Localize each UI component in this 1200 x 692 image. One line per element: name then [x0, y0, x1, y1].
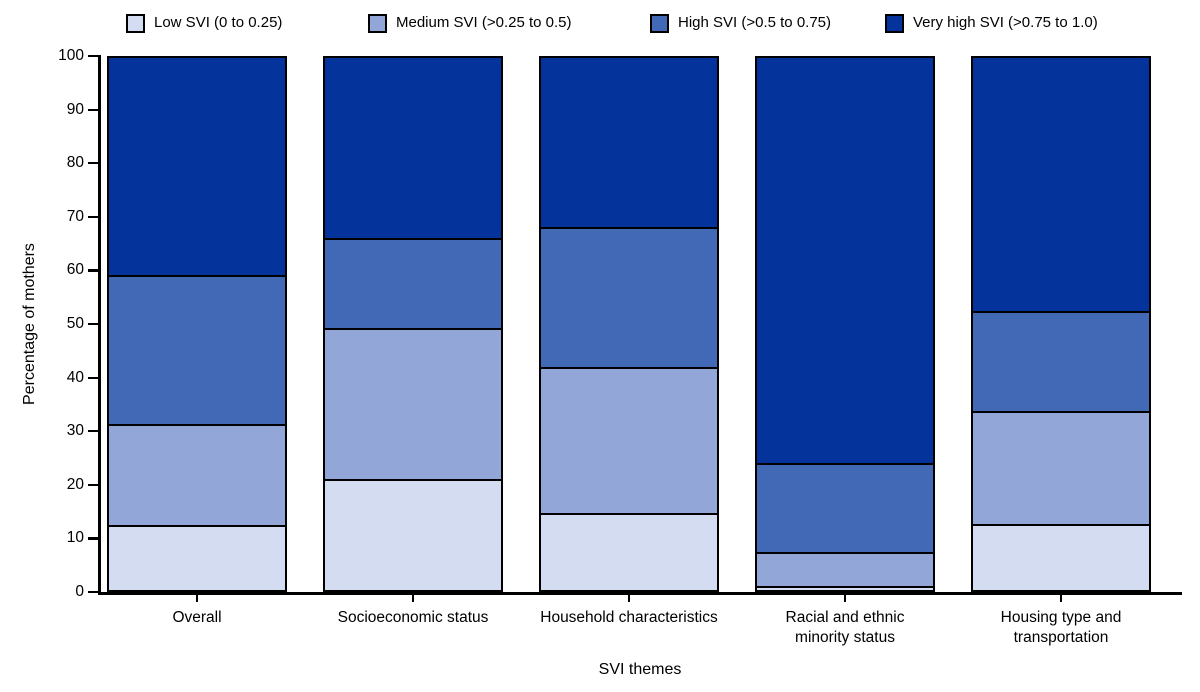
x-tick-mark	[628, 594, 631, 602]
y-tick-mark	[88, 55, 98, 58]
y-tick-mark	[88, 323, 98, 326]
y-axis-line	[98, 55, 101, 594]
bar-socioeconomic	[323, 56, 503, 592]
legend-item: Low SVI (0 to 0.25)	[126, 12, 282, 34]
bar-segment	[107, 424, 287, 527]
chart-legend: Low SVI (0 to 0.25) Medium SVI (>0.25 to …	[0, 12, 1200, 38]
x-axis-title: SVI themes	[598, 661, 682, 678]
legend-swatch	[650, 13, 669, 33]
bar-housing	[971, 56, 1151, 592]
x-tick-mark	[844, 594, 847, 602]
x-tick-mark	[412, 594, 415, 602]
bar-segment	[323, 56, 503, 241]
bar-segment	[755, 56, 935, 465]
bar-segment	[107, 524, 287, 592]
y-tick-mark	[88, 430, 98, 433]
legend-label: High SVI (>0.5 to 0.75)	[678, 14, 832, 31]
bar-segment	[971, 311, 1151, 413]
y-tick-label: 0	[75, 583, 84, 600]
y-tick-mark	[88, 215, 98, 218]
x-tick-label: Housing type and transportation	[1000, 609, 1122, 647]
bar-segment	[107, 56, 287, 278]
legend-swatch	[126, 13, 145, 33]
bar-overall	[107, 56, 287, 592]
legend-swatch	[885, 13, 904, 33]
bar-segment	[323, 479, 503, 592]
y-tick-label: 60	[66, 261, 84, 279]
x-tick-label: Overall	[172, 609, 222, 626]
y-tick-label: 100	[58, 47, 84, 64]
y-tick-label: 50	[66, 315, 84, 332]
y-tick-label: 30	[66, 422, 84, 440]
y-tick-mark	[88, 483, 98, 486]
x-axis-line	[98, 592, 1182, 595]
bar-segment	[539, 512, 719, 592]
y-tick-label: 80	[66, 154, 84, 172]
x-tick-label: Socioeconomic status	[337, 609, 489, 626]
x-tick-label: Household characteristics	[540, 609, 718, 626]
bar-segment	[971, 410, 1151, 527]
legend-label: Medium SVI (>0.25 to 0.5)	[396, 14, 572, 31]
y-tick-mark	[88, 108, 98, 111]
bar-household	[539, 56, 719, 592]
bar-segment	[323, 238, 503, 330]
bar-segment	[971, 56, 1151, 314]
bar-segment	[755, 552, 935, 589]
legend-item: Medium SVI (>0.25 to 0.5)	[368, 12, 572, 34]
bar-segment	[971, 524, 1151, 592]
bar-segment	[755, 586, 935, 592]
y-tick-label: 70	[66, 207, 84, 225]
y-tick-mark	[88, 269, 98, 272]
y-tick-label: 20	[66, 475, 84, 493]
y-tick-label: 40	[66, 368, 84, 386]
y-tick-mark	[88, 162, 98, 165]
bar-segment	[539, 367, 719, 515]
x-tick-label: Racial and ethnic minority status	[785, 609, 905, 647]
legend-item: Very high SVI (>0.75 to 1.0)	[885, 12, 1098, 34]
bar-segment	[107, 275, 287, 427]
y-axis-title: Percentage of mothers	[21, 243, 38, 405]
bar-racial	[755, 56, 935, 592]
legend-label: Very high SVI (>0.75 to 1.0)	[913, 14, 1098, 31]
x-tick-mark	[1060, 594, 1063, 602]
y-tick-label: 10	[66, 529, 84, 547]
legend-label: Low SVI (0 to 0.25)	[154, 14, 283, 31]
y-tick-mark	[88, 537, 98, 540]
y-tick-label: 90	[66, 100, 84, 118]
y-tick-mark	[88, 376, 98, 379]
bar-segment	[323, 327, 503, 482]
bar-segment	[539, 56, 719, 229]
legend-swatch	[368, 13, 387, 33]
y-tick-mark	[88, 591, 98, 594]
legend-item: High SVI (>0.5 to 0.75)	[650, 12, 831, 34]
bar-segment	[755, 462, 935, 555]
bar-segment	[539, 226, 719, 369]
x-tick-mark	[196, 594, 199, 602]
